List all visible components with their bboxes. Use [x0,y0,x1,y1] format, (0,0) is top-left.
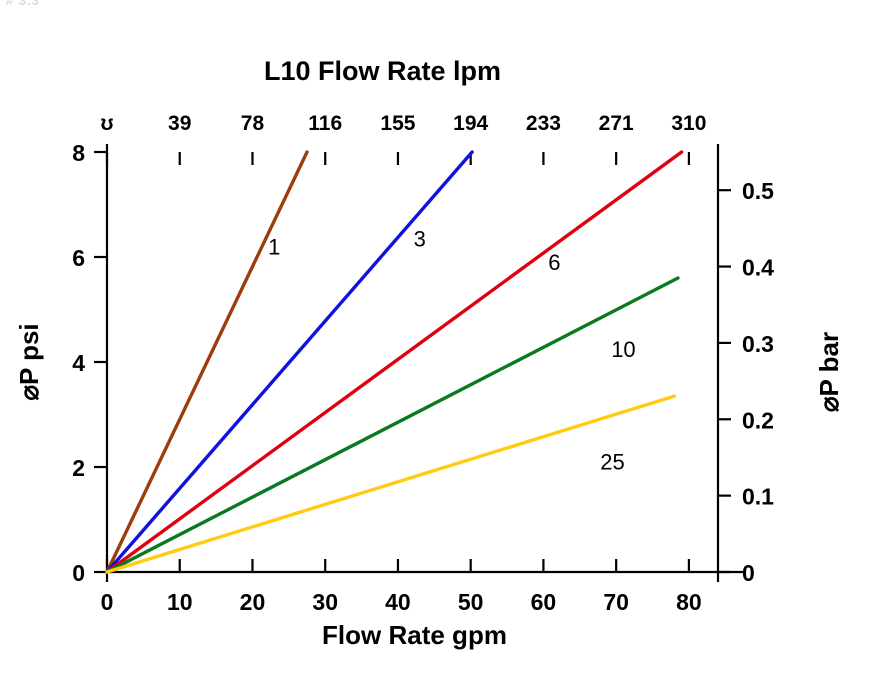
x2-tick-label: 78 [241,112,265,135]
x-tick-label: 30 [312,589,338,615]
x-tick-label: 50 [458,589,484,615]
x-tick-label: 40 [385,589,411,615]
x2-tick-label: 233 [526,112,561,135]
series-label-6: 6 [548,250,560,275]
series-label-25: 25 [600,450,624,475]
x2-tick-label: 39 [168,112,191,135]
x2-tick-label: ʊ [100,112,113,135]
x2-tick-label: 155 [380,112,415,135]
y-tick-label: 8 [72,140,85,166]
clipped-header-text: # 3.3 [6,0,40,8]
y2-tick-label: 0.3 [742,331,774,357]
series-line-25 [105,394,677,574]
x-tick-label: 70 [603,589,629,615]
chart-title: L10 Flow Rate lpm [264,56,501,86]
x-axis-title: Flow Rate gpm [322,620,507,650]
series-line-6 [105,150,684,574]
y-tick-label: 4 [72,350,85,376]
y-tick-label: 2 [72,455,85,481]
y2-tick-label: 0 [742,560,755,586]
series-line-1 [105,150,309,574]
x2-tick-label: 194 [453,112,488,135]
y2-tick-label: 0.4 [742,255,774,281]
y-tick-label: 6 [72,245,85,271]
x2-tick-label: 310 [671,112,706,135]
series-label-10: 10 [611,337,635,362]
series-line-10 [105,276,680,574]
y-axis-title: ⌀P psi [14,323,44,400]
series-label-1: 1 [268,234,280,259]
x-tick-label: 0 [101,589,114,615]
y-tick-label: 0 [72,560,85,586]
series-label-3: 3 [414,227,426,252]
x2-tick-label: 271 [599,112,634,135]
y2-tick-label: 0.2 [742,407,774,433]
y2-tick-label: 0.1 [742,484,774,510]
x-tick-label: 80 [676,589,702,615]
x-tick-label: 20 [240,589,266,615]
y2-tick-label: 0.5 [742,178,774,204]
series-line-3 [105,150,474,574]
x-tick-label: 10 [167,589,193,615]
x-tick-label: 60 [531,589,557,615]
x2-tick-label: 116 [308,112,342,135]
y2-axis-title: ⌀P bar [814,332,844,412]
